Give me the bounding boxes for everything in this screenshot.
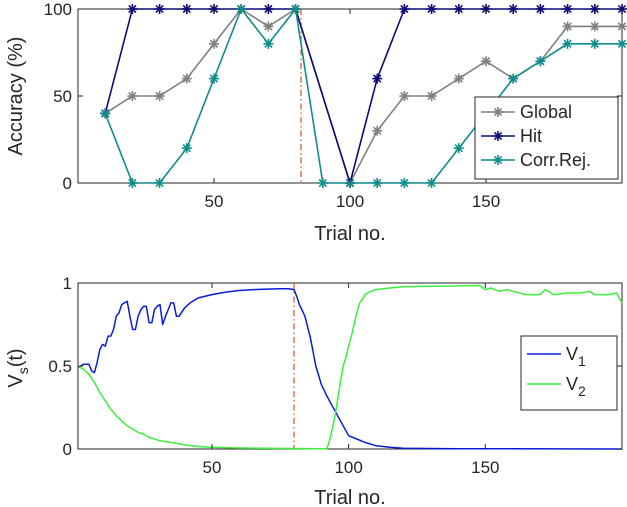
legend-marker — [493, 107, 503, 117]
data-point — [589, 4, 600, 14]
data-point — [127, 4, 138, 14]
data-point — [399, 4, 410, 14]
y-tick-label: 100 — [44, 0, 72, 19]
legend-entry: Corr.Rej. — [481, 150, 591, 170]
legend-label: V2 — [566, 374, 586, 399]
x-tick-label: 100 — [336, 192, 364, 211]
legend-entry: Global — [481, 102, 572, 122]
data-point — [426, 91, 437, 101]
data-point — [127, 91, 138, 101]
data-point — [372, 73, 383, 84]
data-point — [181, 4, 192, 14]
accuracy-ticks: 50 100 150 0 50 100 — [44, 0, 622, 211]
data-point — [426, 178, 437, 188]
accuracy-panel: 50 100 150 0 50 100 Trial no. Accuracy (%) Gl… — [5, 0, 627, 245]
legend-entry: V2 — [527, 374, 586, 399]
data-point — [589, 21, 600, 32]
data-point — [399, 178, 410, 188]
data-point — [372, 178, 383, 188]
data-point — [209, 38, 219, 49]
y-tick-label: 50 — [53, 87, 72, 106]
data-point — [263, 4, 274, 14]
data-point — [127, 178, 138, 188]
data-point — [426, 4, 437, 14]
legend-label: Corr.Rej. — [520, 150, 591, 170]
data-point — [209, 73, 219, 84]
data-point — [154, 4, 165, 14]
y-tick-label: 0.5 — [48, 357, 72, 376]
data-point — [589, 38, 600, 49]
value-y-label-sub: s — [15, 367, 31, 374]
data-point — [508, 4, 519, 14]
data-point — [290, 4, 301, 14]
value-x-axis-label: Trial no. — [314, 487, 386, 507]
data-point — [453, 143, 464, 154]
data-point — [263, 21, 274, 32]
x-tick-label: 100 — [334, 458, 362, 477]
data-point — [535, 56, 546, 67]
x-tick-label: 50 — [202, 458, 221, 477]
accuracy-y-axis-label: Accuracy (%) — [5, 37, 27, 156]
y-tick-label: 0 — [63, 174, 72, 193]
value-y-label-main: V — [5, 374, 27, 388]
data-point — [372, 125, 383, 136]
data-point — [617, 21, 627, 32]
x-tick-label: 150 — [471, 458, 499, 477]
data-point — [453, 73, 464, 84]
accuracy-x-axis-label: Trial no. — [314, 223, 386, 245]
legend-label: V1 — [566, 344, 586, 369]
series-line — [77, 284, 623, 450]
data-point — [617, 38, 627, 49]
data-point — [236, 4, 247, 14]
legend-entry: Hit — [481, 126, 542, 146]
accuracy-legend: Global Hit Corr.Rej. — [474, 96, 619, 180]
data-point — [508, 73, 519, 84]
legend-marker — [493, 131, 503, 141]
series-line — [77, 288, 623, 450]
x-tick-label: 50 — [205, 192, 224, 211]
series-v-1 — [77, 288, 623, 450]
series-v-2 — [77, 284, 623, 450]
legend-label: Global — [520, 102, 572, 122]
data-point — [453, 4, 464, 14]
y-tick-label: 0 — [63, 440, 72, 459]
data-point — [481, 56, 491, 67]
series-line — [104, 8, 622, 184]
x-tick-label: 150 — [472, 192, 500, 211]
data-point — [562, 38, 573, 49]
data-point — [562, 21, 573, 32]
value-y-axis-label: Vs(t) — [5, 348, 31, 387]
data-point — [181, 143, 192, 154]
legend-marker — [493, 155, 503, 165]
data-point — [100, 108, 111, 119]
data-point — [562, 4, 573, 14]
data-point — [263, 38, 274, 49]
legend-box — [520, 335, 618, 411]
data-point — [399, 91, 410, 101]
data-point — [317, 178, 328, 188]
legend-label: Hit — [520, 126, 542, 146]
data-point — [181, 73, 192, 84]
value-ticks: 50 100 150 0 0.5 1 — [48, 274, 622, 477]
value-y-label-suffix: (t) — [5, 348, 27, 367]
data-point — [154, 178, 165, 188]
data-point — [154, 91, 165, 101]
y-tick-label: 1 — [63, 274, 72, 293]
data-point — [535, 4, 546, 14]
legend-entry: V1 — [527, 344, 586, 369]
value-series — [77, 284, 623, 450]
